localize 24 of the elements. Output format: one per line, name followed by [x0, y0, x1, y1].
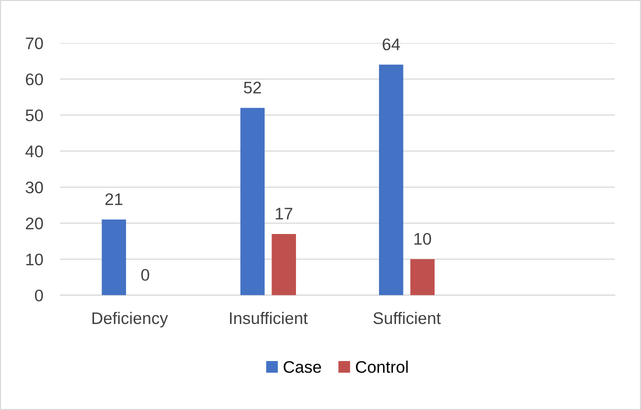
data-label: 17 [276, 208, 292, 220]
bar [102, 220, 126, 296]
bar [272, 234, 296, 296]
data-label: 52 [244, 82, 261, 94]
legend-label: Case [284, 361, 322, 373]
data-label: 64 [382, 38, 400, 50]
y-tick-label: 70 [26, 37, 43, 50]
x-tick-label: Deficiency [92, 312, 168, 328]
x-tick-label: Insufficient [230, 312, 308, 324]
y-tick-label: 10 [26, 254, 43, 266]
data-label: 21 [105, 193, 122, 205]
y-tick-label: 50 [26, 109, 43, 122]
y-tick-label: 60 [26, 73, 43, 86]
legend-label: Control [356, 360, 408, 373]
data-label: 10 [414, 232, 432, 245]
bar [240, 108, 265, 296]
y-tick-label: 40 [25, 146, 43, 158]
y-tick-label: 0 [34, 290, 43, 302]
y-tick-label: 20 [26, 218, 43, 230]
x-tick-label: Sufficient [373, 312, 441, 324]
bar [379, 64, 404, 296]
bar [410, 259, 435, 296]
data-label: 0 [141, 268, 150, 281]
y-tick-label: 30 [26, 182, 43, 194]
